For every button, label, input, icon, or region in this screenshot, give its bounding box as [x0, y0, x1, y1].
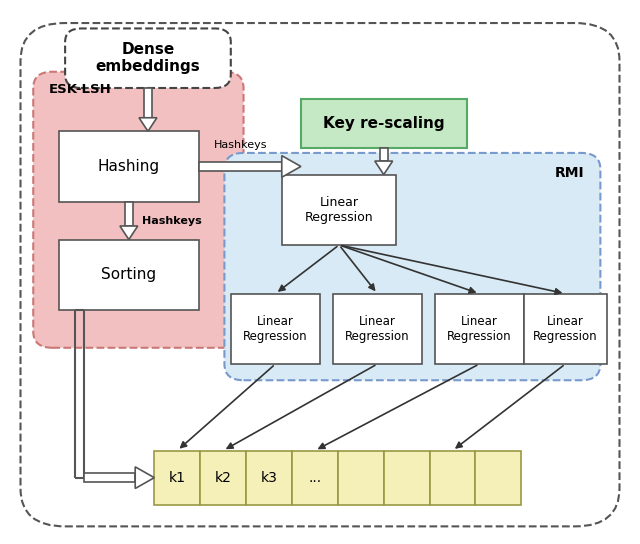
FancyBboxPatch shape: [333, 294, 422, 364]
FancyBboxPatch shape: [380, 147, 388, 161]
FancyBboxPatch shape: [199, 162, 282, 171]
Polygon shape: [120, 226, 138, 239]
FancyBboxPatch shape: [282, 175, 396, 245]
FancyBboxPatch shape: [65, 28, 231, 88]
FancyBboxPatch shape: [476, 450, 522, 505]
FancyBboxPatch shape: [292, 450, 338, 505]
FancyBboxPatch shape: [144, 88, 152, 118]
Text: ...: ...: [308, 471, 321, 485]
FancyBboxPatch shape: [338, 450, 384, 505]
Text: Linear
Regression: Linear Regression: [243, 315, 308, 343]
FancyBboxPatch shape: [225, 153, 600, 380]
Text: Hashing: Hashing: [98, 159, 160, 174]
FancyBboxPatch shape: [59, 239, 199, 310]
FancyBboxPatch shape: [301, 99, 467, 147]
FancyBboxPatch shape: [20, 23, 620, 527]
Text: Dense
embeddings: Dense embeddings: [95, 42, 200, 75]
FancyBboxPatch shape: [524, 294, 607, 364]
Polygon shape: [375, 161, 393, 175]
Text: Linear
Regression: Linear Regression: [447, 315, 511, 343]
FancyBboxPatch shape: [429, 450, 476, 505]
Text: Linear
Regression: Linear Regression: [305, 196, 373, 224]
FancyBboxPatch shape: [246, 450, 292, 505]
Text: Hashkeys: Hashkeys: [141, 215, 202, 226]
Text: Linear
Regression: Linear Regression: [533, 315, 598, 343]
FancyBboxPatch shape: [84, 473, 135, 482]
FancyBboxPatch shape: [384, 450, 429, 505]
Text: RMI: RMI: [555, 166, 584, 181]
Text: k2: k2: [214, 471, 232, 485]
Polygon shape: [282, 156, 301, 177]
FancyBboxPatch shape: [435, 294, 524, 364]
FancyBboxPatch shape: [59, 131, 199, 202]
FancyBboxPatch shape: [125, 202, 132, 226]
FancyBboxPatch shape: [154, 450, 200, 505]
FancyBboxPatch shape: [231, 294, 320, 364]
Text: Linear
Regression: Linear Regression: [345, 315, 410, 343]
Text: Key re-scaling: Key re-scaling: [323, 116, 445, 131]
Polygon shape: [135, 467, 154, 489]
Polygon shape: [139, 118, 157, 131]
FancyBboxPatch shape: [200, 450, 246, 505]
Text: ESK-LSH: ESK-LSH: [49, 83, 112, 96]
Text: k3: k3: [260, 471, 278, 485]
FancyBboxPatch shape: [33, 72, 244, 348]
Text: Hashkeys: Hashkeys: [214, 140, 267, 150]
Text: k1: k1: [169, 471, 186, 485]
Text: Sorting: Sorting: [101, 267, 156, 282]
